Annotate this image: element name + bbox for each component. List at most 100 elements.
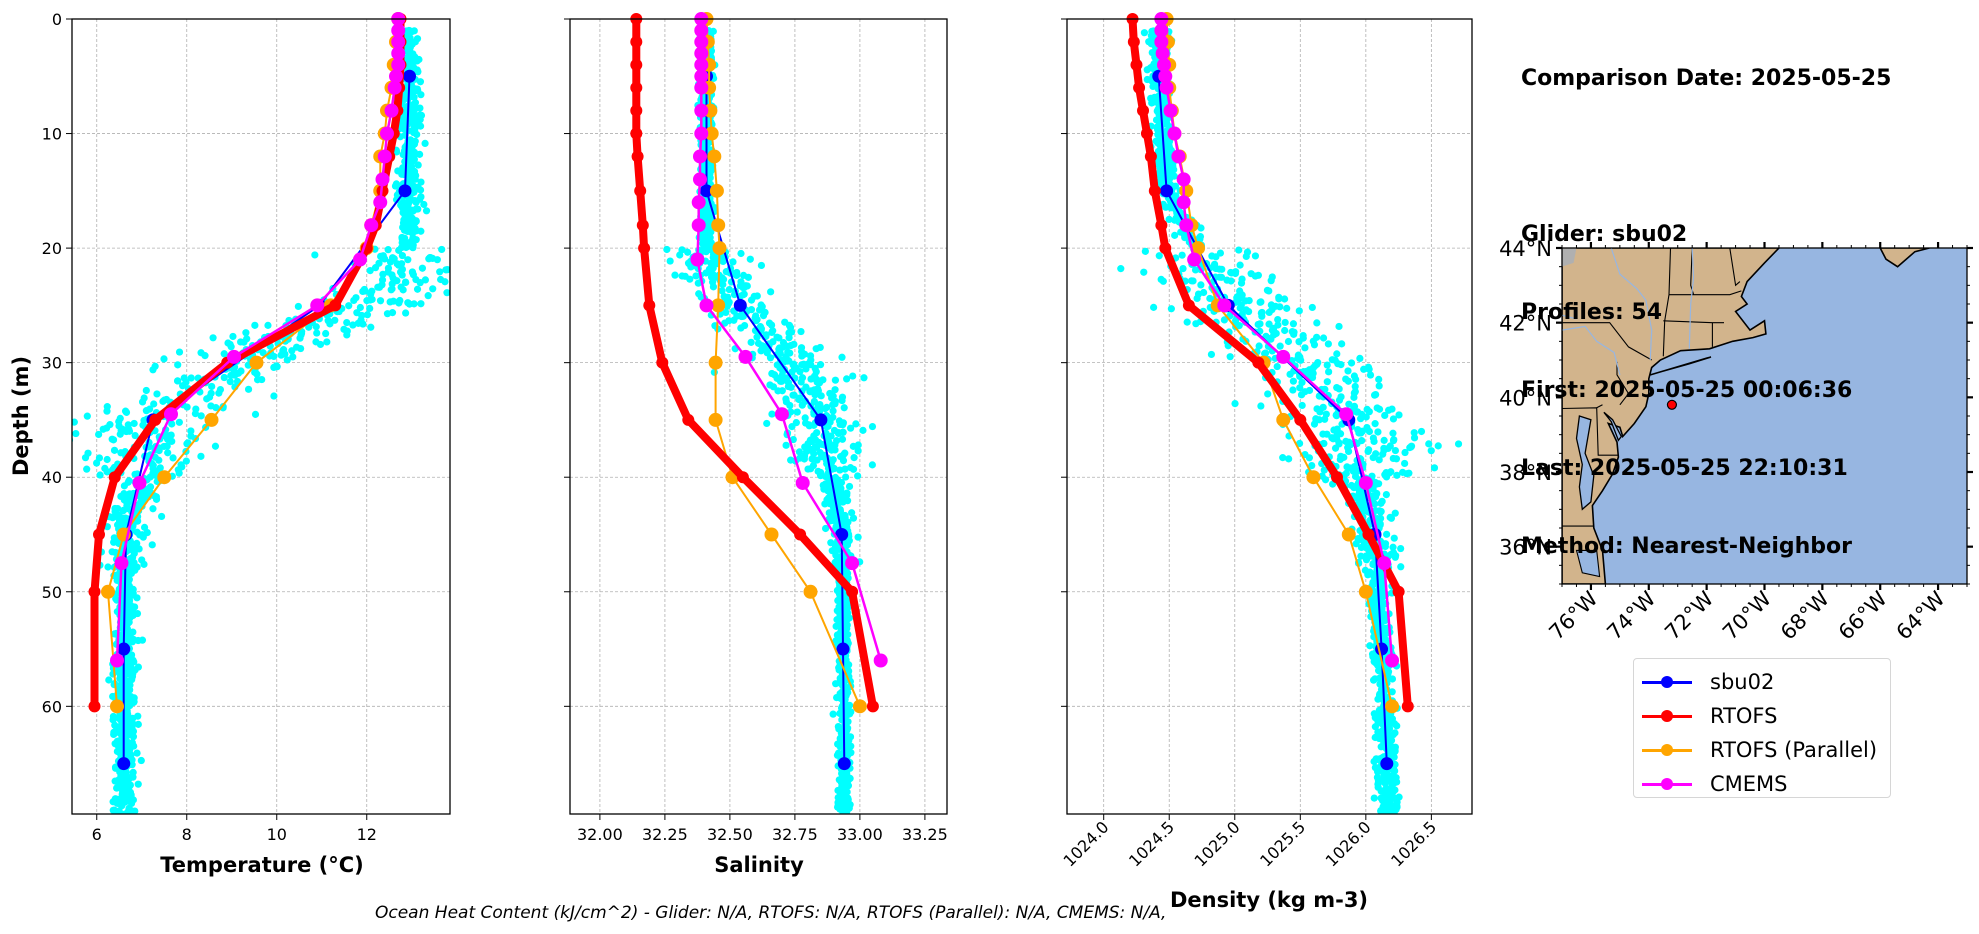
scatter-point [1362, 413, 1370, 421]
map-x-tick-label: 68°W [1776, 586, 1834, 644]
scatter-point [125, 731, 133, 739]
scatter-point [1410, 434, 1419, 442]
scatter-point [1295, 307, 1303, 315]
scatter-point [1343, 463, 1351, 471]
data-point [866, 700, 879, 713]
scatter-point [1357, 552, 1365, 560]
scatter-point [844, 742, 852, 750]
scatter-point [718, 274, 726, 282]
scatter-point [111, 777, 119, 785]
scatter-point [1373, 404, 1381, 412]
data-point [630, 104, 643, 117]
scatter-point [115, 782, 123, 791]
scatter-point [159, 397, 167, 405]
scatter-point [741, 321, 749, 330]
scatter-point [1276, 342, 1284, 350]
scatter-point [110, 446, 119, 454]
scatter-point [847, 424, 855, 432]
scatter-point [138, 636, 147, 644]
scatter-point [828, 547, 836, 555]
scatter-point [126, 544, 134, 552]
scatter-point [1148, 99, 1156, 107]
scatter-point [829, 456, 837, 464]
scatter-point [416, 78, 425, 86]
scatter-point [849, 442, 857, 450]
scatter-point [152, 493, 160, 501]
scatter-point [836, 738, 844, 746]
scatter-point [1264, 390, 1272, 398]
state-border [1669, 290, 1742, 296]
data-point [707, 149, 722, 164]
scatter-point [843, 375, 851, 383]
map-x-tick-label: 66°W [1834, 586, 1892, 644]
scatter-point [150, 400, 158, 408]
scatter-point [140, 523, 149, 531]
scatter-point [835, 776, 843, 784]
scatter-point [739, 291, 747, 299]
scatter-point [414, 205, 422, 213]
scatter-point [187, 427, 195, 435]
scatter-point [1273, 362, 1281, 371]
scatter-point [1375, 382, 1383, 390]
scatter-point [681, 272, 689, 280]
data-point [1306, 470, 1321, 485]
scatter-point [384, 246, 392, 254]
scatter-point [323, 338, 331, 346]
scatter-point [363, 297, 371, 305]
scatter-point [1289, 386, 1297, 394]
scatter-point [1237, 301, 1245, 309]
scatter-point [123, 502, 131, 510]
data-point [108, 471, 121, 484]
scatter-point [270, 363, 278, 372]
scatter-point [1387, 736, 1396, 744]
data-point [694, 126, 709, 141]
scatter-point [1375, 480, 1383, 488]
scatter-point [846, 464, 855, 472]
scatter-point [684, 248, 692, 256]
scatter-point [413, 285, 422, 293]
scatter-point [1179, 265, 1187, 273]
scatter-point [1256, 320, 1264, 328]
scatter-point [1162, 203, 1170, 211]
scatter-point [1392, 552, 1400, 560]
scatter-point [1373, 768, 1382, 776]
scatter-point [386, 298, 394, 306]
scatter-point [311, 251, 319, 259]
scatter-point [1342, 469, 1350, 477]
scatter-point [1257, 402, 1265, 410]
x-tick-label: 33.25 [902, 825, 948, 844]
scatter-point [1384, 716, 1393, 724]
scatter-point [854, 472, 862, 480]
scatter-point [792, 419, 800, 427]
data-point [364, 218, 379, 233]
scatter-point [1271, 329, 1279, 337]
scatter-point [844, 776, 852, 784]
scatter-point [124, 710, 132, 718]
x-tick-label: 8 [182, 825, 192, 844]
data-point [814, 413, 828, 427]
scatter-point [1167, 305, 1175, 313]
scatter-point [811, 372, 819, 380]
y-tick-label: 30 [42, 354, 62, 373]
data-point [795, 475, 810, 490]
scatter-point [1323, 430, 1331, 438]
scatter-point [1374, 712, 1383, 721]
scatter-point [1389, 415, 1398, 423]
map-x-tick-label: 64°W [1892, 586, 1950, 644]
scatter-point [1391, 509, 1399, 517]
scatter-point [737, 249, 745, 258]
scatter-point [739, 283, 747, 292]
data-point [110, 653, 124, 668]
scatter-point [834, 429, 843, 438]
scatter-point [787, 383, 795, 391]
scatter-point [698, 233, 707, 241]
data-point [1148, 184, 1161, 197]
scatter-point [1324, 340, 1332, 348]
scatter-point [1363, 405, 1371, 414]
scatter-point [1298, 401, 1306, 410]
scatter-point [134, 517, 142, 525]
scatter-point [119, 507, 127, 515]
scatter-point [1375, 375, 1383, 383]
scatter-point [403, 205, 411, 214]
scatter-point [1150, 303, 1158, 311]
